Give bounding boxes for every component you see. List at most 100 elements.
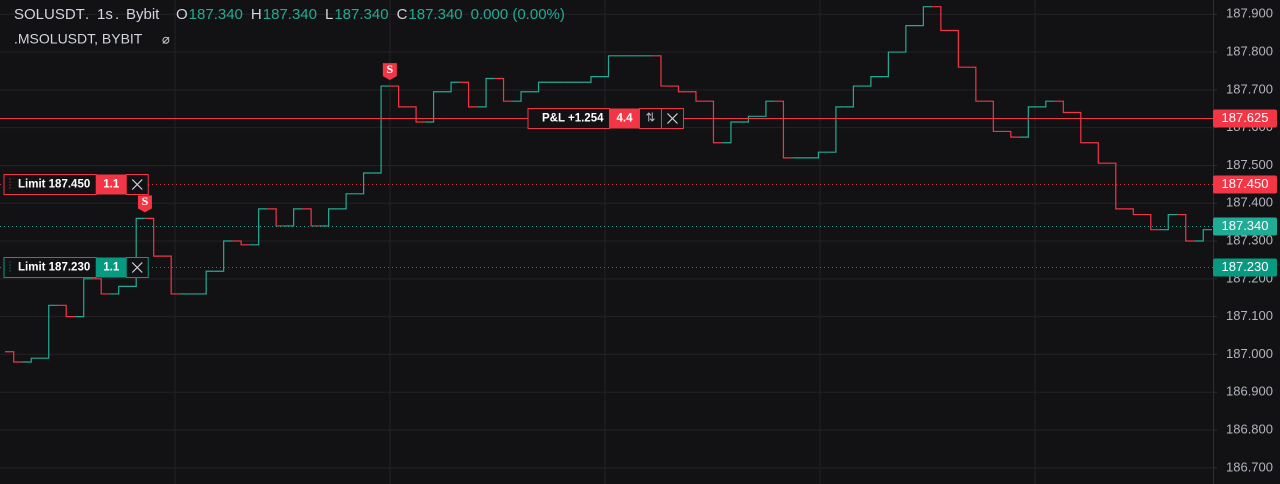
price-step: [652, 55, 670, 87]
price-step: [1089, 142, 1108, 164]
price-step: [214, 240, 233, 272]
interval[interactable]: 1s: [97, 6, 113, 23]
signal-label: S: [386, 62, 393, 76]
price-step: [687, 91, 705, 102]
change: 0.000 (0.00%): [471, 6, 565, 23]
position-qty-box: [609, 108, 640, 129]
price-step: [284, 208, 303, 227]
price-step: [599, 55, 618, 78]
price-step: [127, 217, 145, 287]
price-step: [442, 81, 460, 93]
signal-marker: [137, 195, 152, 213]
price-step: [669, 85, 688, 93]
order-widget[interactable]: Limit 187.450 1.1: [3, 174, 149, 195]
price-step: [477, 77, 495, 108]
price-step: [1194, 229, 1212, 242]
price-step: [424, 91, 443, 123]
signal-label: S: [142, 194, 149, 208]
visibility-icon[interactable]: ⌀: [162, 31, 170, 46]
price-step: [337, 193, 355, 210]
price-step: [984, 100, 1003, 133]
price-step: [319, 208, 338, 227]
price-step: [494, 77, 513, 102]
price-step: [1107, 162, 1125, 210]
signal-marker: [382, 63, 397, 81]
price-step: [74, 278, 93, 318]
overlays: S S 187.625 P&L +1.254 4.4 ⇅ 187.450 Limit 187.…: [0, 62, 1277, 278]
price-step: [704, 100, 723, 144]
price-step: [862, 76, 880, 87]
indicator-name[interactable]: .MSOLUSDT, BYBIT: [14, 31, 143, 47]
price-badge: [1213, 175, 1277, 194]
y-tick-label: 187.100: [1226, 308, 1273, 323]
y-tick-label: 187.900: [1226, 6, 1273, 21]
ohlc-value: 187.340: [189, 6, 243, 23]
order-qty: 1.1: [103, 179, 120, 191]
order-label: Limit 187.450: [18, 179, 90, 191]
y-tick-label: 187.800: [1226, 43, 1273, 58]
ohlc-key: C: [397, 6, 408, 23]
price-badge: [1213, 258, 1277, 277]
y-tick-label: 186.800: [1226, 421, 1273, 436]
close-icon[interactable]: [131, 179, 143, 190]
order-qty-box: [96, 174, 127, 195]
close-icon[interactable]: [131, 262, 143, 273]
price-step: [197, 270, 215, 295]
position-label: P&L +1.254: [542, 113, 604, 125]
price-step: [529, 81, 548, 93]
exchange: Bybit: [126, 6, 160, 23]
price-step: [302, 208, 320, 227]
ohlc-value: 187.340: [263, 6, 317, 23]
ohlc-value: 187.340: [334, 6, 388, 23]
separator: .: [85, 6, 89, 23]
price-step: [582, 76, 600, 83]
order-label: Limit 187.230: [18, 262, 90, 274]
close-icon[interactable]: [667, 113, 678, 124]
price-step: [774, 100, 793, 159]
price-step: [1177, 213, 1195, 242]
price-step: [967, 66, 985, 102]
ohlc-value: 187.340: [408, 6, 462, 23]
price-step: [109, 285, 128, 295]
ohlc-key: L: [325, 6, 333, 23]
price-step: [512, 91, 530, 102]
price-step: [249, 208, 268, 246]
order-qty: 1.1: [103, 262, 120, 274]
price-step: [844, 85, 863, 108]
position-qty: 4.4: [616, 113, 633, 125]
price-step: [914, 6, 933, 27]
price-step: [1142, 213, 1160, 231]
price-step: [897, 24, 915, 53]
position-widget[interactable]: P&L +1.254 4.4 ⇅: [527, 108, 684, 129]
y-tick-label: 187.000: [1226, 346, 1273, 361]
price-step: [1019, 106, 1038, 138]
price-step: [267, 208, 285, 227]
order-qty-box: [96, 257, 127, 278]
price-step: [879, 51, 898, 78]
price-step: [827, 106, 845, 153]
price-step: [459, 81, 478, 108]
price-step: [232, 240, 250, 246]
price-step: [407, 106, 425, 123]
price-badge: [1213, 217, 1277, 236]
price-step: [162, 255, 180, 295]
reverse-icon[interactable]: ⇅: [645, 111, 655, 125]
price-badge-label: 187.625: [1222, 110, 1269, 125]
price-step: [389, 85, 408, 108]
y-tick-label: 187.500: [1226, 157, 1273, 172]
order-widget[interactable]: Limit 187.230 1.1: [3, 257, 149, 278]
price-step: [5, 351, 23, 363]
price-badge-label: 187.340: [1222, 218, 1269, 233]
price-badge-label: 187.450: [1222, 176, 1269, 191]
y-tick-label: 186.700: [1226, 459, 1273, 474]
price-step: [372, 85, 390, 174]
ohlc-key: O: [176, 6, 188, 23]
price-step: [809, 151, 828, 159]
price-step: [1124, 208, 1143, 216]
symbol[interactable]: SOLUSDT: [14, 6, 85, 23]
price-step: [144, 217, 163, 257]
header: SOLUSDT . 1s . Bybit .MSOLUSDT, BYBIT ⌀ …: [14, 6, 565, 47]
price-badge: [1213, 109, 1277, 128]
